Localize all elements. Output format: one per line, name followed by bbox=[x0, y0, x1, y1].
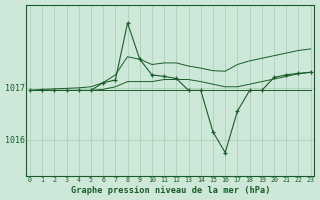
X-axis label: Graphe pression niveau de la mer (hPa): Graphe pression niveau de la mer (hPa) bbox=[70, 186, 270, 195]
